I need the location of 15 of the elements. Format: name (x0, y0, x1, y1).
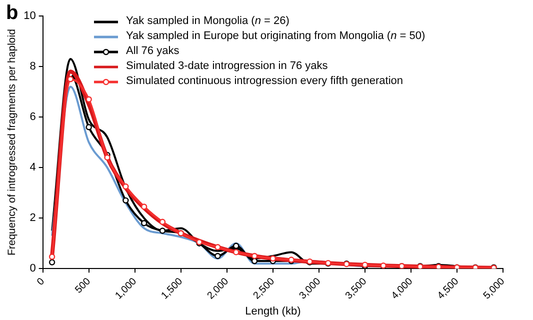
x-tick-label: 500 (73, 276, 94, 296)
legend-label: Simulated continuous introgression every fifth generation (126, 74, 403, 89)
y-tick-label: 8 (30, 60, 36, 73)
y-axis-title: Frequency of introgressed fragments per haploid (6, 28, 18, 256)
legend-label: Yak sampled in Mongolia (n = 26) (126, 14, 290, 29)
y-tick-label: 0 (30, 262, 36, 275)
legend-label: Simulated 3-date introgression in 76 yaks (126, 59, 328, 74)
y-tick-label: 10 (24, 10, 36, 22)
x-axis-title: Length (kb) (245, 305, 301, 318)
y-tick-label: 4 (30, 162, 36, 174)
y-tick-label: 6 (30, 111, 36, 124)
text: b (6, 2, 18, 25)
legend-label: All 76 yaks (126, 44, 180, 59)
legend-label: Yak sampled in Europe but originating from Mongolia (n = 50) (126, 29, 426, 44)
y-tick-label: 2 (30, 212, 36, 224)
